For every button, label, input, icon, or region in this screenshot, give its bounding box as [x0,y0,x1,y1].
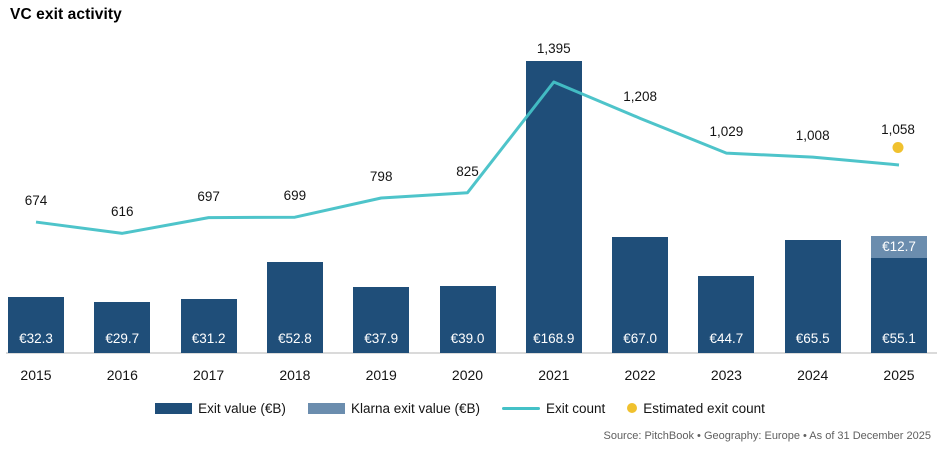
legend-swatch-exit-value [155,402,193,414]
klarna-bar-segment-2025 [871,235,927,258]
bar-value-label: €44.7 [709,331,744,346]
legend-item-klarna-exit-value: Klarna exit value (€B) [307,400,480,416]
exit-count-label: 616 [111,204,134,220]
bar-value-label: €52.8 [277,331,312,346]
exit-count-label: 1,395 [536,41,571,56]
exit-count-label: 1,208 [623,89,657,105]
exit-count-label: 1,008 [795,128,830,144]
source-note: Source: PitchBook • Geography: Europe • … [603,430,931,442]
x-axis-label: 2024 [797,367,829,383]
bar-value-label: €37.9 [364,331,399,346]
exit-count-label: 697 [197,188,220,204]
legend-item-exit-count: Exit count [502,401,605,416]
x-axis-label: 2017 [193,367,225,383]
legend-label-exit-count: Exit count [546,400,606,416]
bar-value-label: €39.0 [450,331,485,346]
exit-count-label: 674 [24,193,48,209]
x-axis-label: 2021 [538,367,570,383]
exit-count-polyline [35,80,900,235]
exit-count-label: 825 [456,163,479,179]
bar-2016 [94,301,151,353]
bar-value-label: €168.9 [533,331,575,346]
bar-2024 [784,239,841,353]
chart-title: VC exit activity [10,6,122,23]
exit-count-label: 699 [283,188,307,204]
bar-value-label: €65.5 [795,331,830,346]
bar-value-label: €29.7 [105,331,140,346]
bar-2018 [266,261,323,353]
legend-label-klarna-exit-value: Klarna exit value (€B) [350,400,480,416]
x-axis-label: 2016 [106,367,138,383]
x-axis-label: 2023 [710,367,742,383]
x-axis-label: 2019 [365,367,397,383]
legend-item-estimated-exit-count: Estimated exit count [627,401,765,416]
estimated-exit-count-dot [892,141,904,153]
bar-value-label: €67.0 [623,331,657,346]
x-axis-label: 2025 [883,367,915,383]
bar-2015 [8,297,64,353]
legend-label-estimated-exit-count: Estimated exit count [643,400,765,416]
bar-2022 [612,237,669,353]
legend-item-exit-value: Exit value (€B) [155,401,286,416]
bar-2021 [525,61,582,353]
bar-value-label: €32.3 [19,331,53,346]
bar-2019 [353,287,410,353]
estimated-exit-count-label: 1,058 [881,122,915,138]
x-axis-label: 2018 [279,367,311,383]
legend-swatch-exit-count [502,406,540,410]
bar-value-label: €31.2 [191,331,226,346]
klarna-value-label: €12.7 [882,238,916,254]
bar-2020 [439,285,496,353]
bar-2025 [871,257,927,353]
bar-2023 [698,275,755,353]
chart-legend: Exit value (€B) Klarna exit value (€B) Exi… [0,396,920,420]
legend-swatch-estimated-exit-count [627,403,638,413]
legend-swatch-klarna-exit-value [307,402,345,414]
x-axis-label: 2015 [20,367,52,383]
legend-label-exit-value: Exit value (€B) [198,400,286,416]
x-axis-line [6,352,937,354]
bar-value-label: €55.1 [882,331,916,346]
exit-count-label: 1,029 [709,124,744,140]
bar-2017 [180,299,237,353]
x-axis-label: 2022 [624,367,656,383]
x-axis-label: 2020 [451,367,484,383]
exit-count-label: 798 [369,168,393,184]
